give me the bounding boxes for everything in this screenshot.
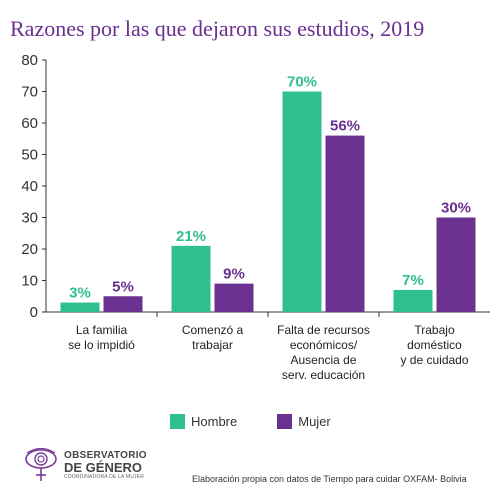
eye-venus-logo-icon xyxy=(25,447,57,481)
x-tick-label-line: doméstico xyxy=(407,338,462,352)
x-tick-label-line: se lo impidió xyxy=(68,338,135,352)
y-tick-label: 0 xyxy=(30,304,38,321)
y-tick-label: 70 xyxy=(21,84,38,101)
x-tick-label-line: Falta de recursos xyxy=(277,323,370,337)
x-tick-label-line: Ausencia de xyxy=(290,353,356,367)
bar-hombre xyxy=(60,302,100,312)
x-tick-label: La familia se lo impidió xyxy=(68,323,135,352)
bar-mujer xyxy=(214,283,254,312)
legend-swatch-mujer xyxy=(277,414,293,429)
data-label: 9% xyxy=(223,266,245,283)
data-label: 21% xyxy=(176,228,206,245)
legend: Hombre Mujer xyxy=(170,414,331,429)
bar-hombre xyxy=(393,289,433,312)
logo-line3: COORDINADORA DE LA MUJER xyxy=(64,473,145,480)
logo-line1: OBSERVATORIO xyxy=(64,449,147,461)
x-tick-label-line: Trabajo xyxy=(414,323,455,337)
x-tick-label: Trabajo doméstico y de cuidado xyxy=(400,323,468,367)
observatorio-logo: OBSERVATORIO DE GÉNERO COORDINADORA DE L… xyxy=(24,444,147,486)
data-label: 5% xyxy=(112,278,134,295)
y-tick-label: 50 xyxy=(21,147,38,164)
data-label: 3% xyxy=(69,285,91,302)
logo-line2: DE GÉNERO xyxy=(64,459,143,475)
legend-item-hombre: Hombre xyxy=(170,414,237,429)
legend-swatch-hombre xyxy=(170,414,185,429)
bar-hombre xyxy=(282,91,322,312)
x-tick-label-line: Comenzó a xyxy=(182,323,244,337)
legend-item-mujer: Mujer xyxy=(277,414,331,429)
x-tick-label-line: La familia xyxy=(76,323,128,337)
x-tick-label: Comenzó a trabajar xyxy=(182,323,244,352)
y-tick-label: 40 xyxy=(21,178,38,195)
y-tick-label: 30 xyxy=(21,210,38,227)
bar-mujer xyxy=(436,217,476,312)
x-tick-label-line: serv. educación xyxy=(282,368,365,382)
data-label: 30% xyxy=(441,200,471,217)
data-label: 7% xyxy=(402,272,424,289)
x-tick-label: Falta de recursos económicos/Ausencia de s… xyxy=(277,323,370,382)
source-note: Elaboración propia con datos de Tiempo p… xyxy=(192,474,467,484)
bar-hombre xyxy=(171,245,211,312)
bar-chart: 0 10 20 30 40 50 60 70 80 3% 5% La familia se lo imp… xyxy=(21,52,490,382)
bar-mujer xyxy=(325,135,365,312)
data-label: 56% xyxy=(330,118,360,135)
bar-mujer xyxy=(103,296,143,312)
x-tick-label-line: y de cuidado xyxy=(400,353,468,367)
y-tick-label: 80 xyxy=(21,52,38,69)
x-tick-label-line: trabajar xyxy=(192,338,233,352)
y-tick-label: 60 xyxy=(21,115,38,132)
y-tick-label: 10 xyxy=(21,273,38,290)
chart-title: Razones por las que dejaron sus estudios… xyxy=(10,16,425,41)
data-label: 70% xyxy=(287,74,317,91)
y-tick-label: 20 xyxy=(21,241,38,258)
legend-label-hombre: Hombre xyxy=(191,414,238,429)
x-tick-label-line: económicos/ xyxy=(290,338,358,352)
legend-label-mujer: Mujer xyxy=(298,414,331,429)
